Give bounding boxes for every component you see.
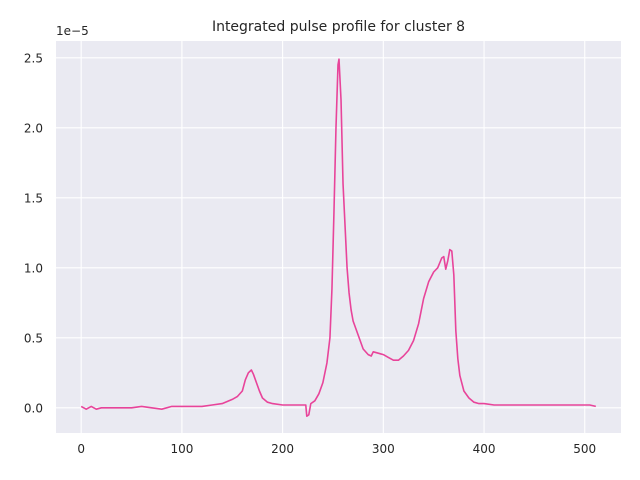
y-tick-label: 2.5 [24, 51, 43, 65]
series-layer [80, 58, 597, 418]
x-tick-label: 100 [170, 442, 193, 456]
x-tick-label: 200 [271, 442, 294, 456]
series-line [80, 58, 597, 418]
tick-labels: 0 100 200 300 400 500 0.0 0.5 1.0 1.5 2.0 2.5 [24, 51, 596, 456]
plot-area [56, 41, 621, 433]
x-tick-label: 500 [573, 442, 596, 456]
x-tick-label: 0 [77, 442, 85, 456]
chart-title: Integrated pulse profile for cluster 8 [212, 19, 465, 35]
y-tick-label: 1.5 [24, 191, 43, 205]
y-offset-label: 1e−5 [56, 24, 89, 38]
y-tick-label: 2.0 [24, 121, 43, 135]
y-tick-label: 0.5 [24, 331, 43, 345]
x-tick-label: 300 [372, 442, 395, 456]
y-tick-label: 0.0 [24, 401, 43, 415]
y-tick-label: 1.0 [24, 261, 43, 275]
x-tick-label: 400 [473, 442, 496, 456]
